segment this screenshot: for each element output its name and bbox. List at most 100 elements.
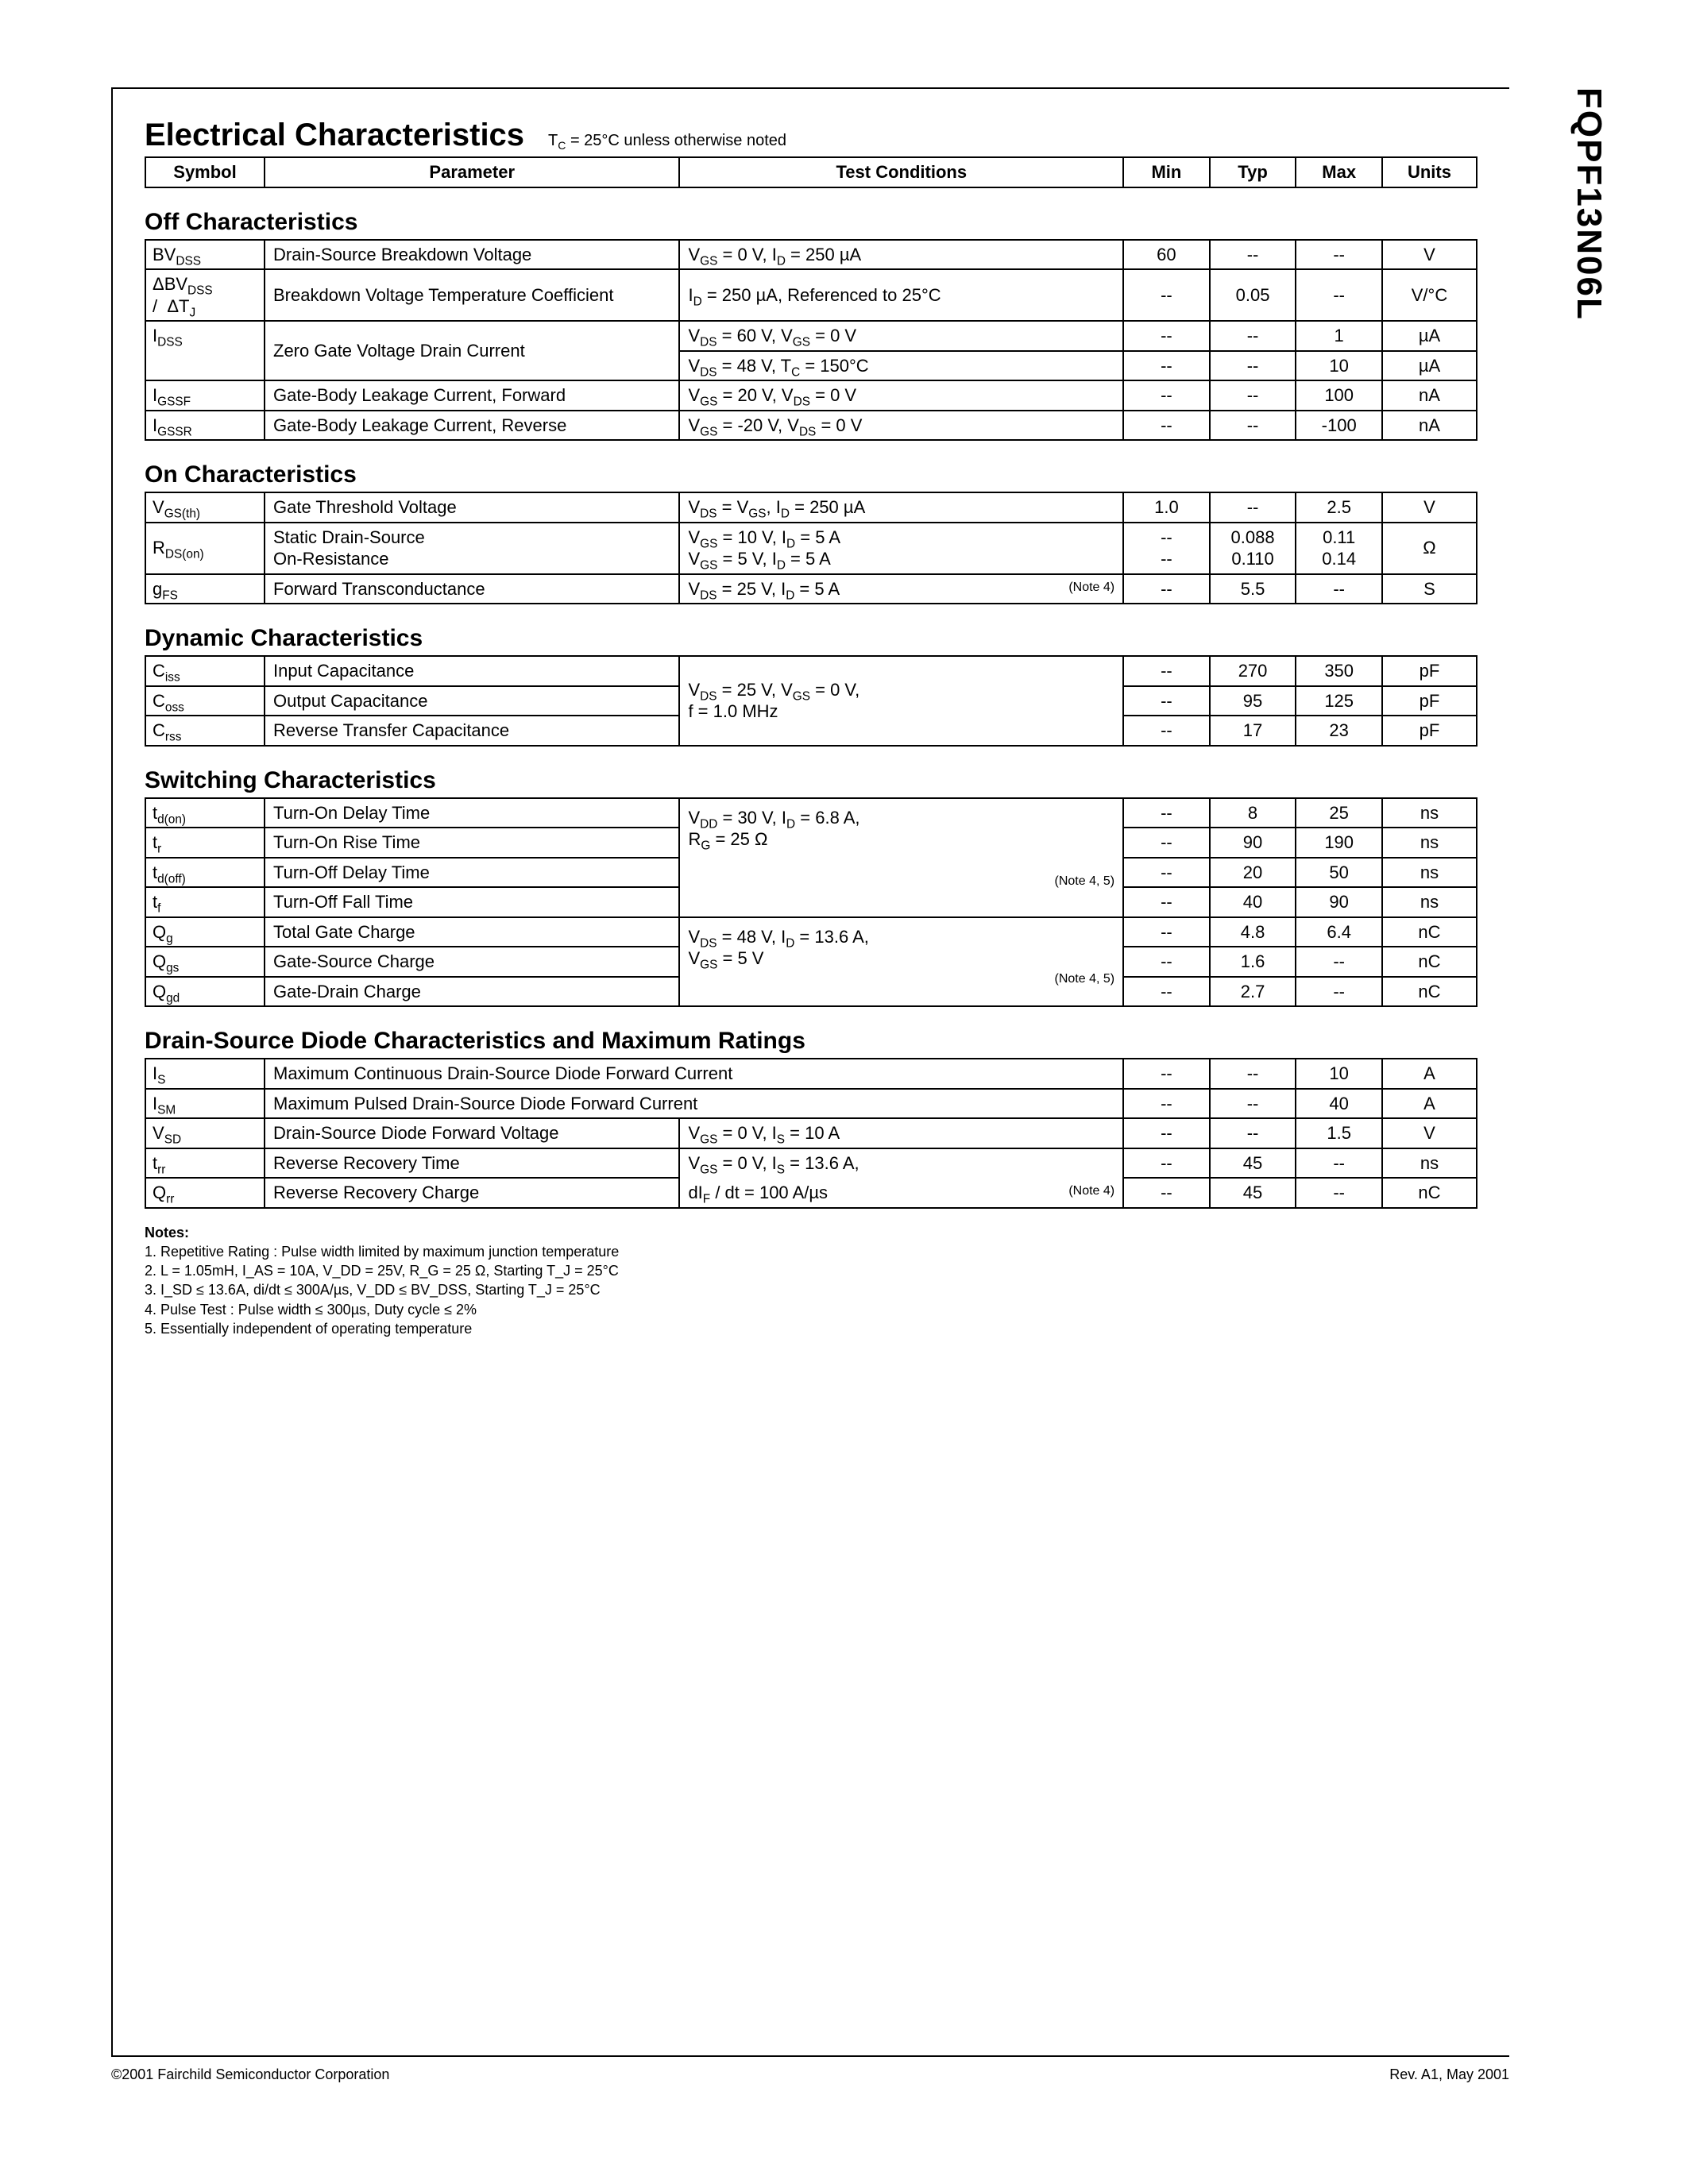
cell-sym: Qg (145, 917, 265, 947)
off-table: BVDSS Drain-Source Breakdown Voltage VGS… (145, 239, 1477, 442)
cell-max: 2.5 (1296, 492, 1382, 523)
cell-max: 1 (1296, 321, 1382, 351)
cell-sym: Qrr (145, 1178, 265, 1208)
cell-max: 50 (1296, 858, 1382, 888)
cell-param: Output Capacitance (265, 686, 679, 716)
table-row: ISM Maximum Pulsed Drain-Source Diode Fo… (145, 1089, 1477, 1119)
cell-typ: 95 (1210, 686, 1296, 716)
cell-min: 1.0 (1123, 492, 1210, 523)
cell-typ: 4.8 (1210, 917, 1296, 947)
page-title: Electrical Characteristics (145, 118, 524, 153)
cell-typ: -- (1210, 411, 1296, 441)
cell-min: -- (1123, 977, 1210, 1007)
cell-min: -- (1123, 411, 1210, 441)
cell-min: -- (1123, 380, 1210, 411)
hdr-units: Units (1382, 157, 1477, 187)
note-ref: (Note 4, 5) (1055, 971, 1115, 987)
cell-typ: -- (1210, 321, 1296, 351)
cell-sym: Coss (145, 686, 265, 716)
cell-max: 25 (1296, 798, 1382, 828)
table-row: Qrr Reverse Recovery Charge dIF / dt = 1… (145, 1178, 1477, 1208)
table-row: RDS(on) Static Drain-SourceOn-Resistance… (145, 523, 1477, 574)
hdr-min: Min (1123, 157, 1210, 187)
cell-unit: nC (1382, 917, 1477, 947)
section-sw: Switching Characteristics (145, 767, 1477, 794)
cell-unit: ns (1382, 1148, 1477, 1179)
cell-param: Static Drain-SourceOn-Resistance (265, 523, 679, 574)
cell-param: Breakdown Voltage Temperature Coefficien… (265, 269, 679, 321)
header-table: Symbol Parameter Test Conditions Min Typ… (145, 156, 1477, 188)
cell-min: -- (1123, 686, 1210, 716)
cell-param: Input Capacitance (265, 656, 679, 686)
section-dyn: Dynamic Characteristics (145, 625, 1477, 652)
hdr-symbol: Symbol (145, 157, 265, 187)
cell-sym: VGS(th) (145, 492, 265, 523)
cell-sym: gFS (145, 574, 265, 604)
table-row: td(on) Turn-On Delay Time VDD = 30 V, ID… (145, 798, 1477, 828)
cell-sym: td(off) (145, 858, 265, 888)
cell-unit: nA (1382, 380, 1477, 411)
cell-min: -- (1123, 1118, 1210, 1148)
cell-max: -- (1296, 1178, 1382, 1208)
cell-max: 1.5 (1296, 1118, 1382, 1148)
cell-sym: ΔBVDSS/ ΔTJ (145, 269, 265, 321)
cell-param: Turn-Off Fall Time (265, 887, 679, 917)
cell-sym: IGSSF (145, 380, 265, 411)
table-row: ΔBVDSS/ ΔTJ Breakdown Voltage Temperatur… (145, 269, 1477, 321)
table-row: gFS Forward Transconductance VDS = 25 V,… (145, 574, 1477, 604)
cell-param: Maximum Pulsed Drain-Source Diode Forwar… (265, 1089, 1123, 1119)
cell-cond: VDS = 25 V, VGS = 0 V,f = 1.0 MHz (679, 656, 1123, 746)
hdr-parameter: Parameter (265, 157, 679, 187)
cell-min: -- (1123, 828, 1210, 858)
cell-cond: dIF / dt = 100 A/µs(Note 4) (679, 1178, 1123, 1208)
cell-param: Drain-Source Breakdown Voltage (265, 240, 679, 270)
table-row: trr Reverse Recovery Time VGS = 0 V, IS … (145, 1148, 1477, 1179)
cell-max: -- (1296, 947, 1382, 977)
cell-sym: Qgs (145, 947, 265, 977)
cell-cond: VDS = 48 V, TC = 150°C (679, 351, 1123, 381)
cell-max: 0.110.14 (1296, 523, 1382, 574)
sw-table: td(on) Turn-On Delay Time VDD = 30 V, ID… (145, 797, 1477, 1008)
cell-typ: 17 (1210, 716, 1296, 746)
cell-unit: nC (1382, 977, 1477, 1007)
table-row: BVDSS Drain-Source Breakdown Voltage VGS… (145, 240, 1477, 270)
cell-sym: BVDSS (145, 240, 265, 270)
cell-max: 350 (1296, 656, 1382, 686)
cell-min: -- (1123, 716, 1210, 746)
cell-cond: VDS = 25 V, ID = 5 A(Note 4) (679, 574, 1123, 604)
cell-min: -- (1123, 887, 1210, 917)
part-number: FQPF13N06L (1569, 87, 1609, 321)
section-off: Off Characteristics (145, 209, 1477, 236)
cell-param: Turn-On Rise Time (265, 828, 679, 858)
cell-sym: tr (145, 828, 265, 858)
cell-unit: ns (1382, 887, 1477, 917)
cell-min: -- (1123, 917, 1210, 947)
cell-cond: VGS = 0 V, ID = 250 µA (679, 240, 1123, 270)
cell-min: 60 (1123, 240, 1210, 270)
cell-unit: ns (1382, 858, 1477, 888)
table-row: IDSS Zero Gate Voltage Drain Current VDS… (145, 321, 1477, 351)
cell-typ: 2.7 (1210, 977, 1296, 1007)
cell-param: Turn-On Delay Time (265, 798, 679, 828)
table-row: Ciss Input Capacitance VDS = 25 V, VGS =… (145, 656, 1477, 686)
cell-typ: 40 (1210, 887, 1296, 917)
cell-max: 190 (1296, 828, 1382, 858)
cell-min: -- (1123, 1089, 1210, 1119)
hdr-max: Max (1296, 157, 1382, 187)
cell-param: Reverse Transfer Capacitance (265, 716, 679, 746)
cell-typ: -- (1210, 240, 1296, 270)
cell-param: Forward Transconductance (265, 574, 679, 604)
title-row: Electrical Characteristics TC = 25°C unl… (145, 118, 1477, 153)
table-row: VSD Drain-Source Diode Forward Voltage V… (145, 1118, 1477, 1148)
cell-max: -- (1296, 574, 1382, 604)
cell-unit: nA (1382, 411, 1477, 441)
cell-typ: -- (1210, 492, 1296, 523)
cell-max: 23 (1296, 716, 1382, 746)
diode-table: IS Maximum Continuous Drain-Source Diode… (145, 1058, 1477, 1209)
cell-typ: -- (1210, 351, 1296, 381)
cell-min: -- (1123, 1059, 1210, 1089)
cell-typ: -- (1210, 1089, 1296, 1119)
cell-min: ---- (1123, 523, 1210, 574)
cell-min: -- (1123, 947, 1210, 977)
cell-cond: VGS = 0 V, IS = 13.6 A, (679, 1148, 1123, 1179)
